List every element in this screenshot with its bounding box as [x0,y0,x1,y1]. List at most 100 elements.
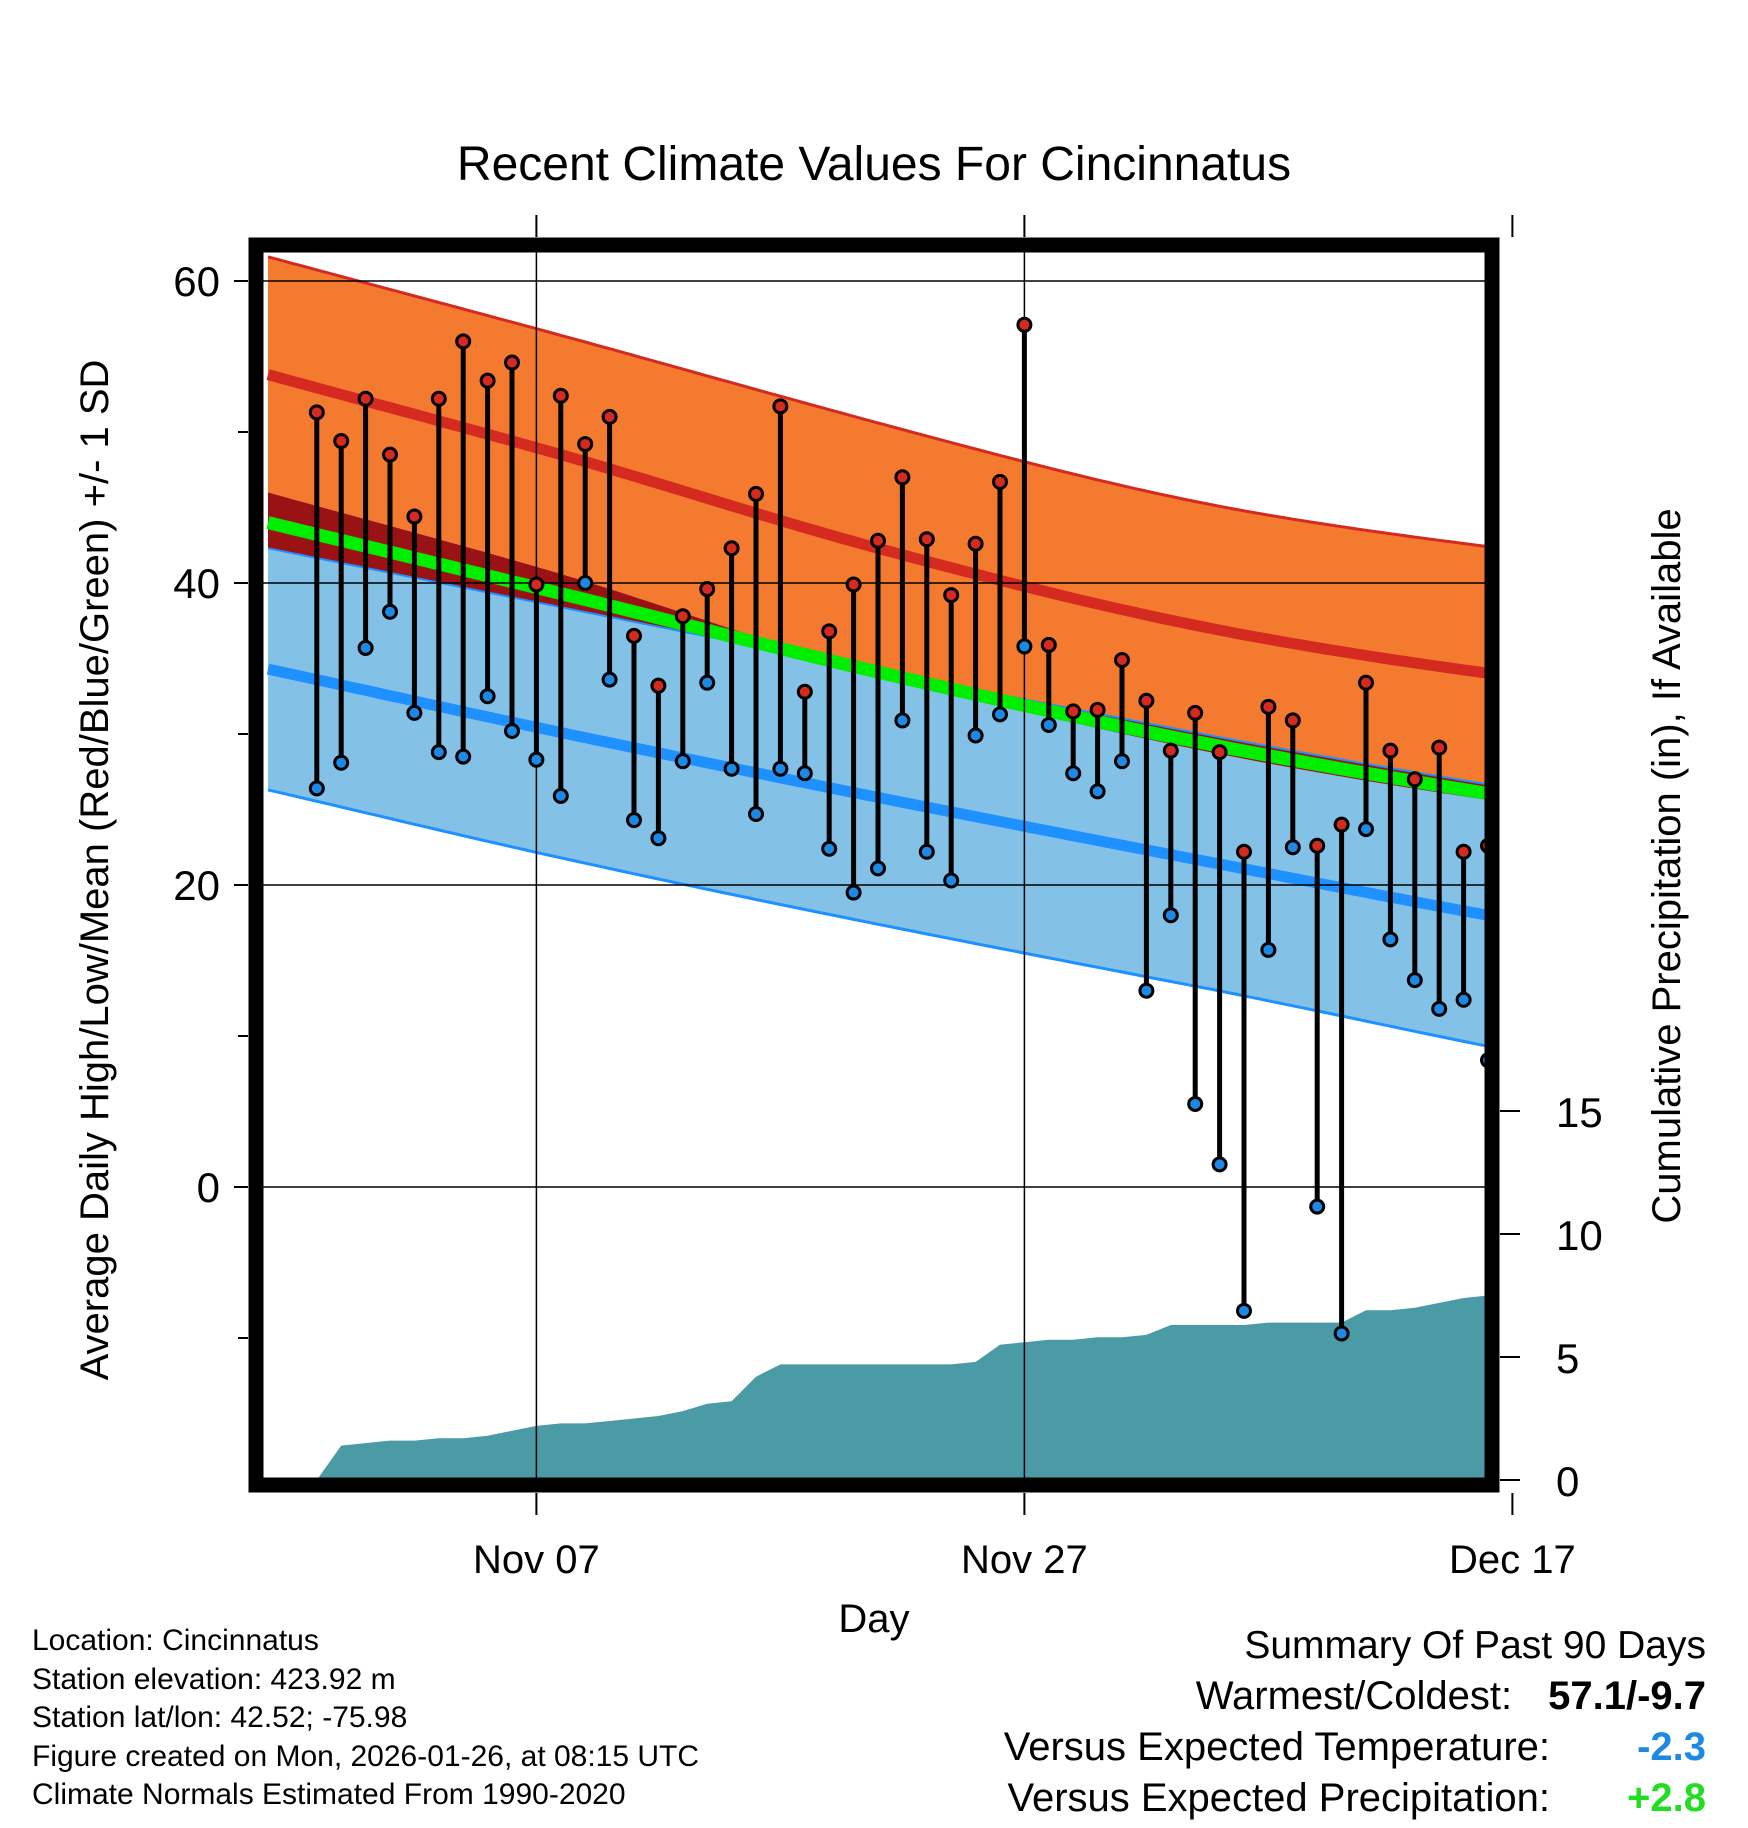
daily-low-point [1628,856,1641,869]
footer-location: Location: Cincinnatus [32,1624,319,1657]
x-tick-label: Nov 27 [961,1538,1088,1582]
y2-tick-label: 15 [1556,1089,1603,1136]
daily-high-point [504,354,520,371]
daily-high-point [748,485,764,502]
daily-low-point [748,806,764,823]
daily-high-point [626,627,642,644]
footer-created: Figure created on Mon, 2026-01-26, at 08… [32,1739,700,1773]
daily-low-point [430,744,447,761]
daily-high-point [333,433,350,450]
station-info: Location: Cincinnatus Station elevation:… [32,1622,699,1815]
daily-low-point [1530,972,1543,985]
y2-axis-label: Cumulative Precipitation (in), If Availa… [1645,508,1689,1223]
daily-low-point [1579,854,1592,867]
daily-low-point [601,671,618,688]
daily-low-point [1065,765,1082,782]
x-tick-label: Nov 07 [473,1538,600,1582]
daily-low-point [1555,842,1568,855]
footer-latlon: Station lat/lon: 42.52; -75.98 [32,1701,408,1734]
daily-low-point [870,860,886,877]
daily-high-point [894,469,911,486]
daily-high-point [1187,704,1204,721]
daily-low-point [1114,753,1130,770]
daily-low-point [504,722,520,739]
daily-observations [308,316,1739,1342]
footer-normals: Climate Normals Estimated From 1990-2020 [32,1778,626,1811]
daily-low-point [1406,972,1423,989]
x-axis-label: Day [838,1597,909,1641]
summary-precip-row: Versus Expected Precipitation: +2.8 [1004,1773,1706,1824]
daily-low-point [1187,1095,1204,1112]
summary-warmest-value: 57.1/-9.7 [1548,1674,1706,1718]
daily-low-point [1333,1325,1350,1342]
daily-high-point [845,576,862,593]
daily-low-point [796,765,813,782]
high-sd-band [268,256,1492,801]
daily-low-point [1726,1037,1739,1050]
daily-low-point [626,812,642,829]
daily-high-point [552,387,569,404]
daily-low-point [455,748,472,765]
daily-high-point [1333,816,1350,833]
daily-low-point [650,830,667,847]
y-tick-label: 0 [197,1164,220,1211]
daily-low-point [1382,931,1399,948]
summary-temp-label: Versus Expected Temperature: [1003,1725,1550,1769]
precip-area [268,1295,1492,1480]
daily-high-point [918,531,935,548]
daily-high-point [382,446,398,463]
daily-low-point [357,639,374,656]
daily-low-point [1701,894,1714,907]
daily-high-point [1406,771,1423,788]
daily-low-point [1358,821,1374,838]
daily-low-point [1506,987,1519,1000]
daily-high-point [1138,692,1155,709]
y-tick-label: 40 [173,560,220,607]
daily-high-point [772,398,789,415]
daily-high-point [430,390,447,407]
y2-tick-label: 0 [1556,1458,1579,1505]
daily-low-point [674,753,691,770]
footer-elevation: Station elevation: 423.92 m [32,1662,396,1696]
daily-low-point [308,780,325,797]
summary-precip-label: Versus Expected Precipitation: [1007,1776,1550,1820]
daily-high-point [699,581,716,598]
daily-low-point [552,787,569,804]
daily-high-point [406,508,423,525]
plot-frame [248,237,1500,1493]
y-axis-label: Average Daily High/Low/Mean (Red/Blue/Gr… [73,360,117,1381]
daily-low-point [772,760,789,777]
daily-low-point [1138,982,1155,999]
daily-low-point [699,674,716,691]
daily-high-point [1114,652,1130,669]
daily-low-point [943,872,960,889]
daily-high-point [796,683,813,700]
daily-low-point [1284,839,1301,856]
y-tick-label: 20 [173,862,220,909]
daily-high-point [1431,739,1448,756]
daily-high-point [1236,843,1252,860]
daily-low-point [528,751,545,768]
daily-low-point [1309,1198,1326,1215]
daily-high-point [1530,524,1543,537]
daily-high-point [1579,386,1592,399]
plot-clip-group [256,245,1739,1485]
x-tick-label: Dec 17 [1449,1538,1576,1582]
summary-warmest-row: Warmest/Coldest: 57.1/-9.7 [1004,1671,1706,1722]
daily-high-point [1726,616,1739,629]
daily-low-point [1089,783,1106,800]
daily-low-point [1211,1156,1228,1173]
daily-high-point [455,333,472,350]
daily-high-point [1604,684,1617,697]
daily-high-point [870,532,886,549]
daily-low-point [1162,907,1179,924]
y2-tick-label: 5 [1556,1335,1579,1382]
daily-low-point [1604,839,1617,852]
daily-high-point [528,576,545,593]
daily-low-point [1040,716,1057,733]
summary-precip-value: +2.8 [1627,1776,1706,1820]
daily-low-point [1236,1302,1252,1319]
daily-low-point [1260,941,1277,958]
